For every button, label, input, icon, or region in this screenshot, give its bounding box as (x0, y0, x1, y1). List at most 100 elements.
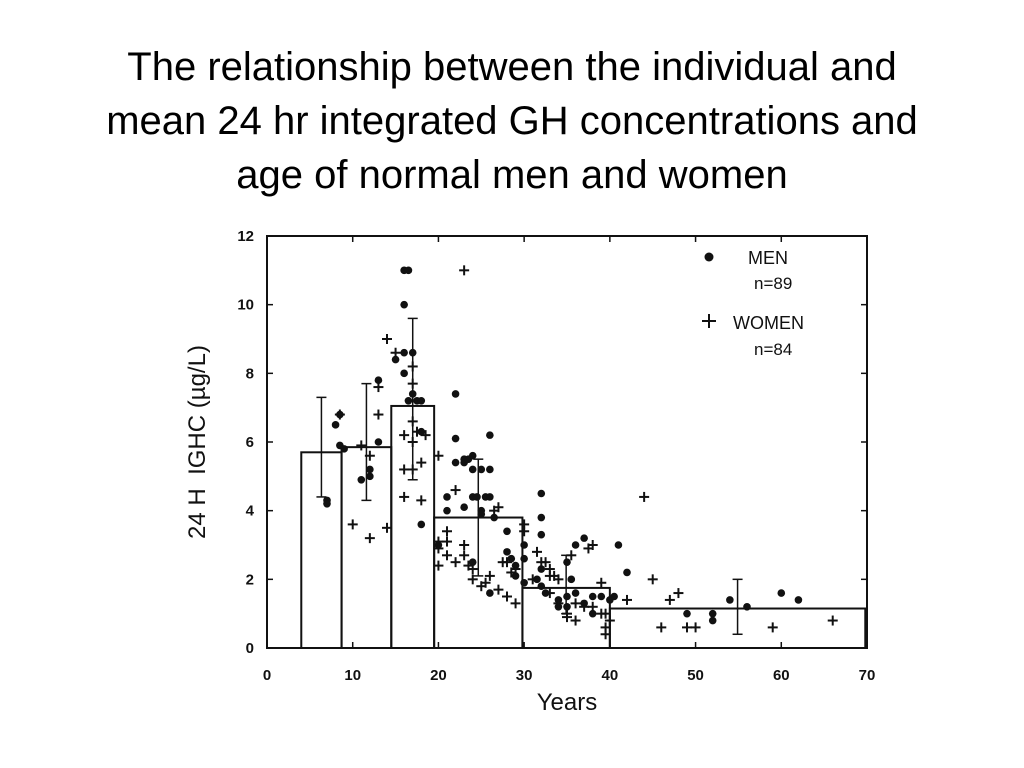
men-data-point (477, 465, 486, 474)
men-data-point (614, 541, 623, 549)
women-data-point (690, 622, 701, 633)
men-data-point (357, 475, 366, 484)
women-data-point (407, 416, 418, 427)
men-data-point (404, 266, 413, 275)
men-data-point (451, 390, 460, 398)
women-data-point (527, 574, 538, 585)
men-data-point (708, 609, 717, 618)
men-data-point (537, 565, 546, 573)
x-axis-label: Years (537, 689, 598, 716)
women-data-point (519, 526, 530, 537)
men-data-point (400, 348, 408, 357)
men-data-point (366, 472, 374, 481)
y-tick-label: 6 (246, 434, 254, 451)
women-data-point (570, 598, 581, 609)
y-tick-label: 0 (246, 640, 254, 657)
x-tick-label: 40 (602, 667, 619, 684)
legend-women-label: WOMEN (733, 313, 804, 333)
women-data-point (356, 440, 367, 451)
men-data-point (507, 554, 516, 563)
legend-men-count: n=89 (754, 274, 792, 293)
data-points-layer (323, 265, 838, 640)
women-data-point (502, 557, 512, 568)
men-data-point (520, 578, 528, 587)
women-data-point (459, 540, 470, 550)
women-data-point (682, 622, 692, 633)
men-data-point (777, 589, 786, 597)
women-data-point (532, 546, 542, 557)
women-data-point (579, 601, 590, 612)
women-data-point (664, 594, 675, 605)
women-data-point (442, 526, 452, 537)
women-data-point (673, 588, 684, 599)
men-data-point (708, 616, 717, 625)
women-data-point (467, 564, 478, 575)
women-data-point (656, 622, 667, 633)
men-data-point (468, 558, 477, 566)
women-data-point (622, 594, 632, 605)
women-data-point (587, 601, 598, 612)
women-data-point (566, 550, 577, 561)
men-data-point (468, 451, 477, 460)
women-data-point (587, 540, 598, 550)
women-data-point (407, 437, 418, 447)
men-data-point (331, 421, 340, 429)
men-data-point (537, 530, 546, 539)
men-data-point (486, 431, 494, 439)
men-data-point (374, 438, 383, 446)
women-data-point (416, 495, 427, 506)
women-data-point (364, 450, 375, 461)
women-data-point (562, 612, 572, 623)
women-data-point (600, 608, 611, 619)
women-data-point (420, 430, 431, 441)
men-data-point (563, 603, 571, 611)
x-tick-label: 50 (687, 667, 704, 684)
legend-men-marker (704, 252, 714, 262)
men-data-point (563, 558, 571, 566)
women-data-point (382, 522, 392, 533)
x-tick-label: 30 (516, 667, 533, 684)
women-data-point (373, 409, 384, 420)
women-data-point (433, 543, 444, 554)
slide-title-line-2: mean 24 hr integrated GH concentrations … (106, 99, 918, 143)
women-data-point (407, 464, 418, 475)
men-data-point (597, 592, 606, 601)
women-data-point (553, 574, 564, 585)
women-data-point (502, 591, 512, 602)
men-data-point (610, 592, 618, 601)
y-tick-label: 12 (237, 228, 254, 245)
men-data-point (417, 520, 426, 529)
women-data-point (433, 450, 444, 461)
x-tick-label: 20 (430, 667, 447, 684)
y-tick-label: 10 (237, 297, 254, 314)
men-data-point (486, 589, 494, 597)
women-data-point (382, 334, 392, 344)
men-data-point (520, 554, 528, 563)
men-data-point (511, 572, 520, 580)
women-data-point (827, 615, 838, 626)
men-data-point (503, 548, 511, 556)
women-data-point (570, 615, 581, 626)
men-data-point (477, 510, 486, 518)
women-data-point (399, 464, 410, 475)
legend-women-count: n=84 (754, 340, 792, 359)
women-data-point (399, 430, 410, 441)
women-data-point (510, 598, 521, 609)
men-data-point (451, 458, 460, 467)
women-data-point (459, 550, 470, 561)
women-data-point (334, 409, 345, 420)
men-data-point (408, 348, 417, 357)
axes-layer: 0 10 20 30 40 50 60 70 0 2 4 6 8 10 12 (237, 228, 875, 684)
men-data-point (503, 527, 511, 536)
women-data-point (412, 426, 422, 437)
men-data-point (580, 534, 588, 542)
men-data-point (623, 568, 631, 577)
women-data-point (450, 485, 461, 496)
x-tick-label: 10 (344, 667, 361, 684)
men-data-point (683, 609, 691, 618)
women-data-point (467, 574, 478, 585)
men-data-point (567, 575, 576, 584)
men-data-point (726, 596, 734, 604)
women-data-point (347, 519, 358, 530)
men-data-point (490, 513, 498, 522)
